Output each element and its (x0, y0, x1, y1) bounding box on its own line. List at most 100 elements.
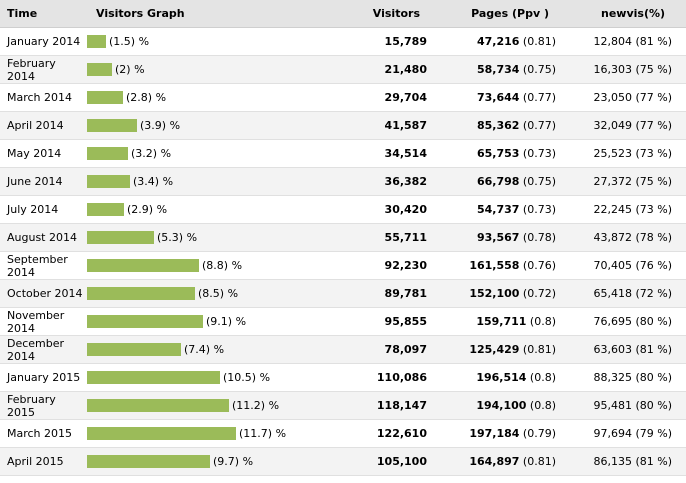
row-newvis: 43,872 (78 %) (561, 223, 686, 252)
row-visitors: 30,420 (336, 195, 427, 224)
row-share-label: (3.4) % (133, 175, 174, 188)
row-pages-value: 125,429 (469, 343, 520, 356)
row-pages: 196,514 (0.8) (427, 363, 561, 392)
row-pages: 73,644 (0.77) (427, 83, 561, 112)
row-pages-value: 161,558 (469, 259, 520, 272)
row-pages-value: 159,711 (476, 315, 527, 328)
visitors-bar (87, 91, 123, 104)
row-share-label: (2.9) % (127, 203, 168, 216)
row-newvis: 76,695 (80 %) (561, 307, 686, 336)
row-visitors: 118,147 (336, 391, 427, 420)
visitors-bar (87, 231, 154, 244)
row-ppv: (0.8) (529, 399, 556, 412)
row-ppv: (0.77) (522, 91, 556, 104)
row-visitors: 21,480 (336, 55, 427, 84)
row-share-label: (7.4) % (184, 343, 225, 356)
row-time: January 2015 (0, 363, 86, 392)
row-pages: 161,558 (0.76) (427, 251, 561, 280)
row-newvis: 70,405 (76 %) (561, 251, 686, 280)
row-time: January 2014 (0, 27, 86, 56)
row-pages: 152,100 (0.72) (427, 279, 561, 308)
row-ppv: (0.79) (522, 427, 556, 440)
table-row: December 2014 (7.4) % 78,097 125,429 (0.81)… (0, 335, 686, 364)
header-visitors-graph[interactable]: Visitors Graph (86, 0, 336, 28)
table-row: September 2014 (8.8) % 92,230 161,558 (0.76… (0, 251, 686, 280)
row-time: November 2014 (0, 307, 86, 336)
row-time: February 2015 (0, 391, 86, 420)
row-pages-value: 47,216 (476, 35, 520, 48)
table-row: May 2014 (3.2) % 34,514 65,753 (0.73) 25,523… (0, 139, 686, 168)
row-time: June 2014 (0, 167, 86, 196)
table-row: July 2014 (2.9) % 30,420 54,737 (0.73) 22,24… (0, 195, 686, 224)
header-pages[interactable]: Pages (Ppv ) (427, 0, 561, 28)
row-share-label: (11.7) % (239, 427, 287, 440)
table-row: April 2014 (3.9) % 41,587 85,362 (0.77) 32,0… (0, 111, 686, 140)
visitors-bar (87, 371, 220, 384)
row-pages: 58,734 (0.75) (427, 55, 561, 84)
row-newvis: 16,303 (75 %) (561, 55, 686, 84)
table-row: November 2014 (9.1) % 95,855 159,711 (0.8) 7… (0, 307, 686, 336)
row-visitors-graph: (1.5) % (86, 27, 336, 56)
row-share-label: (5.3) % (157, 231, 198, 244)
row-ppv: (0.75) (522, 63, 556, 76)
row-ppv: (0.73) (522, 203, 556, 216)
row-share-label: (3.9) % (140, 119, 181, 132)
row-pages-value: 164,897 (469, 455, 520, 468)
row-visitors: 36,382 (336, 167, 427, 196)
row-share-label: (8.5) % (198, 287, 239, 300)
row-visitors-graph: (7.4) % (86, 335, 336, 364)
header-newvis[interactable]: newvis(%) (561, 0, 686, 28)
row-visitors: 95,855 (336, 307, 427, 336)
row-ppv: (0.73) (522, 147, 556, 160)
header-visitors[interactable]: Visitors (336, 0, 427, 28)
visitors-bar (87, 35, 106, 48)
row-ppv: (0.81) (522, 455, 556, 468)
row-ppv: (0.75) (522, 175, 556, 188)
row-ppv: (0.8) (529, 371, 556, 384)
row-time: April 2015 (0, 447, 86, 476)
table-row: January 2015 (10.5) % 110,086 196,514 (0.8)… (0, 363, 686, 392)
table-row: February 2014 (2) % 21,480 58,734 (0.75) 16,… (0, 55, 686, 84)
row-time: March 2014 (0, 83, 86, 112)
row-ppv: (0.77) (522, 119, 556, 132)
visitors-bar (87, 315, 203, 328)
row-pages-value: 152,100 (469, 287, 520, 300)
row-share-label: (1.5) % (109, 35, 150, 48)
visitors-bar (87, 259, 199, 272)
row-newvis: 32,049 (77 %) (561, 111, 686, 140)
row-visitors: 89,781 (336, 279, 427, 308)
table-row: March 2015 (11.7) % 122,610 197,184 (0.79) 9… (0, 419, 686, 448)
row-newvis: 95,481 (80 %) (561, 391, 686, 420)
row-pages-value: 197,184 (469, 427, 520, 440)
row-visitors-graph: (8.8) % (86, 251, 336, 280)
row-visitors: 55,711 (336, 223, 427, 252)
visitors-bar (87, 399, 229, 412)
row-ppv: (0.76) (522, 259, 556, 272)
row-visitors: 110,086 (336, 363, 427, 392)
row-ppv: (0.81) (522, 35, 556, 48)
visitors-bar (87, 343, 181, 356)
row-time: May 2014 (0, 139, 86, 168)
row-ppv: (0.72) (522, 287, 556, 300)
row-pages: 197,184 (0.79) (427, 419, 561, 448)
row-time: March 2015 (0, 419, 86, 448)
visitors-bar (87, 287, 195, 300)
header-time[interactable]: Time (0, 0, 86, 28)
row-newvis: 23,050 (77 %) (561, 83, 686, 112)
row-pages-value: 58,734 (476, 63, 520, 76)
row-newvis: 63,603 (81 %) (561, 335, 686, 364)
visitors-bar (87, 147, 128, 160)
table-row: June 2014 (3.4) % 36,382 66,798 (0.75) 27,37… (0, 167, 686, 196)
row-ppv: (0.8) (529, 315, 556, 328)
row-ppv: (0.78) (522, 231, 556, 244)
row-time: September 2014 (0, 251, 86, 280)
row-newvis: 25,523 (73 %) (561, 139, 686, 168)
row-pages: 93,567 (0.78) (427, 223, 561, 252)
row-visitors: 34,514 (336, 139, 427, 168)
row-visitors-graph: (2) % (86, 55, 336, 84)
row-visitors-graph: (9.7) % (86, 447, 336, 476)
visitors-bar (87, 63, 112, 76)
row-visitors: 105,100 (336, 447, 427, 476)
row-time: July 2014 (0, 195, 86, 224)
row-newvis: 65,418 (72 %) (561, 279, 686, 308)
